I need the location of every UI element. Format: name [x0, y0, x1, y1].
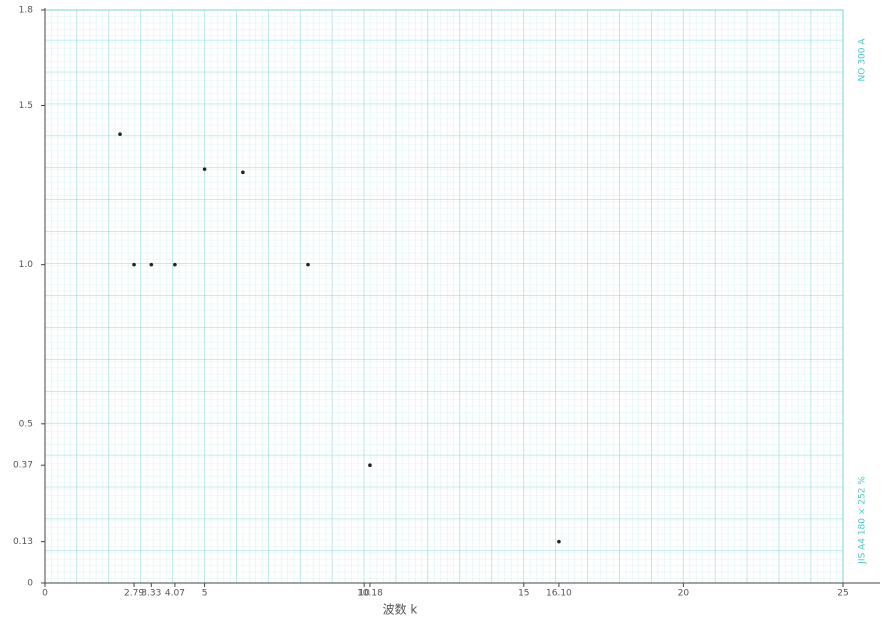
point: [306, 262, 310, 267]
y-tick-label: 1.8: [19, 6, 34, 16]
y-tick-label: 0: [27, 579, 33, 589]
x-tick-label: 15: [518, 589, 529, 599]
x-tick-label: 20: [678, 589, 690, 599]
x-tick-label: 25: [837, 589, 848, 599]
x-tick-label: 10.18: [357, 589, 383, 599]
x-tick-label: 4.07: [165, 589, 185, 599]
point: [368, 463, 372, 468]
paper-code: NO 300 A: [858, 38, 868, 82]
paper-spec: JIS A4 180 × 252 %: [858, 476, 868, 565]
point: [557, 539, 561, 544]
point: [149, 262, 154, 267]
y-tick-label: 1.0: [19, 260, 34, 270]
point: [118, 132, 122, 136]
x-tick-label: 5: [202, 589, 208, 599]
point: [241, 170, 245, 175]
point: [132, 262, 136, 267]
graph-paper: [44, 9, 844, 584]
x-tick-label: 3.33: [141, 589, 161, 599]
x-tick-label: 2.79: [124, 589, 144, 599]
x-tick-label: 10: [358, 589, 370, 599]
x-tick-label: 16.10: [546, 589, 572, 599]
y-tick-label: 0.13: [13, 537, 33, 547]
y-tick-label: 0.37: [13, 461, 33, 471]
x-axis-label: 波数 k: [383, 602, 418, 617]
point: [202, 167, 207, 171]
x-tick-label: 0: [42, 589, 48, 599]
y-tick-label: 1.5: [19, 101, 33, 111]
point: [173, 262, 177, 267]
y-tick-label: 0.5: [19, 419, 33, 429]
